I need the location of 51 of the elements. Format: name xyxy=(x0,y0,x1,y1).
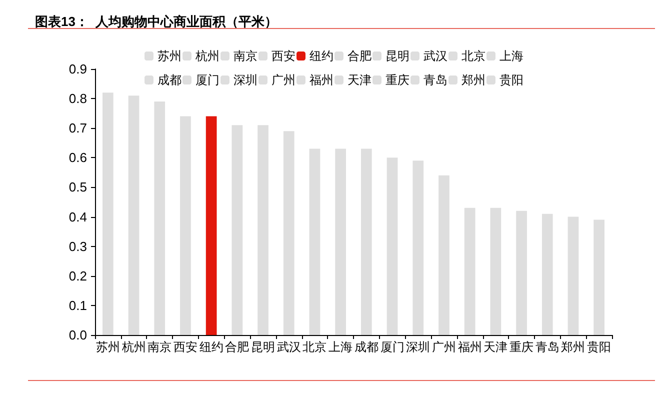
y-tick-label: 0.5 xyxy=(68,180,87,195)
y-tick-label: 0.4 xyxy=(68,209,87,224)
y-tick-label: 0.2 xyxy=(68,268,87,284)
x-tick-label: 福州 xyxy=(458,340,482,354)
x-tick-label: 南京 xyxy=(148,340,172,354)
x-tick-label: 青岛 xyxy=(535,340,560,354)
y-tick-label: 0.0 xyxy=(68,328,87,342)
legend-label: 昆明 xyxy=(386,49,410,63)
x-tick-label: 昆明 xyxy=(251,340,276,354)
y-tick-label: 0.7 xyxy=(68,120,87,136)
legend-label: 重庆 xyxy=(386,73,410,87)
legend-label: 苏州 xyxy=(158,49,182,63)
x-tick-label: 上海 xyxy=(328,340,353,354)
legend-label: 纽约 xyxy=(310,49,334,63)
legend-label: 天津 xyxy=(348,73,372,87)
y-tick-label: 0.3 xyxy=(68,238,87,254)
legend-label: 贵阳 xyxy=(500,73,524,87)
x-tick-label: 重庆 xyxy=(510,340,534,354)
x-tick-label: 合肥 xyxy=(225,340,250,354)
legend-label: 青岛 xyxy=(424,73,448,87)
x-tick-label: 北京 xyxy=(302,340,327,354)
legend-label: 福州 xyxy=(310,73,334,87)
legend-label: 深圳 xyxy=(234,73,258,87)
y-tick-label: 0.9 xyxy=(68,62,87,76)
legend-label: 北京 xyxy=(462,49,486,63)
y-tick-label: 0.6 xyxy=(68,150,87,166)
y-tick-label: 0.8 xyxy=(68,91,87,106)
x-tick-label: 贵阳 xyxy=(587,340,612,354)
x-tick-label: 西安 xyxy=(173,340,198,354)
legend-label: 西安 xyxy=(272,49,296,63)
legend-label: 武汉 xyxy=(424,49,448,63)
chart-title: 图表13： 人均购物中心商业面积（平米） xyxy=(35,14,278,29)
x-tick-label: 成都 xyxy=(354,340,378,354)
legend-label: 上海 xyxy=(500,49,524,63)
legend-label: 成都 xyxy=(158,73,182,87)
legend-label: 广州 xyxy=(272,73,296,87)
legend-label: 南京 xyxy=(234,49,258,63)
legend-label: 合肥 xyxy=(348,49,372,63)
x-tick-label: 深圳 xyxy=(406,340,430,354)
legend-label: 厦门 xyxy=(196,73,220,87)
legend-label: 杭州 xyxy=(194,49,220,63)
legend-label: 郑州 xyxy=(462,73,486,87)
x-tick-label: 杭州 xyxy=(120,340,146,354)
x-tick-label: 广州 xyxy=(432,340,456,354)
x-tick-label: 天津 xyxy=(484,340,508,354)
x-tick-label: 厦门 xyxy=(380,340,404,354)
x-tick-label: 郑州 xyxy=(561,340,586,354)
y-tick-label: 0.1 xyxy=(68,298,87,313)
x-tick-label: 武汉 xyxy=(276,340,301,354)
x-tick-label: 苏州 xyxy=(96,340,120,354)
x-tick-label: 纽约 xyxy=(199,340,224,354)
